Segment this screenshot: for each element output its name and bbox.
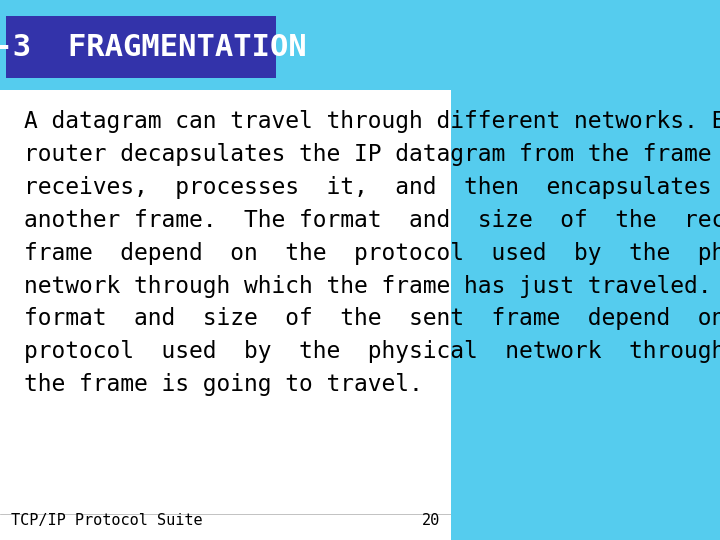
Text: TCP/IP Protocol Suite: TCP/IP Protocol Suite	[12, 513, 203, 528]
FancyBboxPatch shape	[6, 16, 276, 78]
Text: 20: 20	[421, 513, 440, 528]
FancyBboxPatch shape	[0, 0, 451, 90]
Text: A datagram can travel through different networks. Each
router decapsulates the I: A datagram can travel through different …	[24, 110, 720, 396]
FancyBboxPatch shape	[0, 90, 451, 540]
Text: 7-3  FRAGMENTATION: 7-3 FRAGMENTATION	[0, 32, 306, 62]
